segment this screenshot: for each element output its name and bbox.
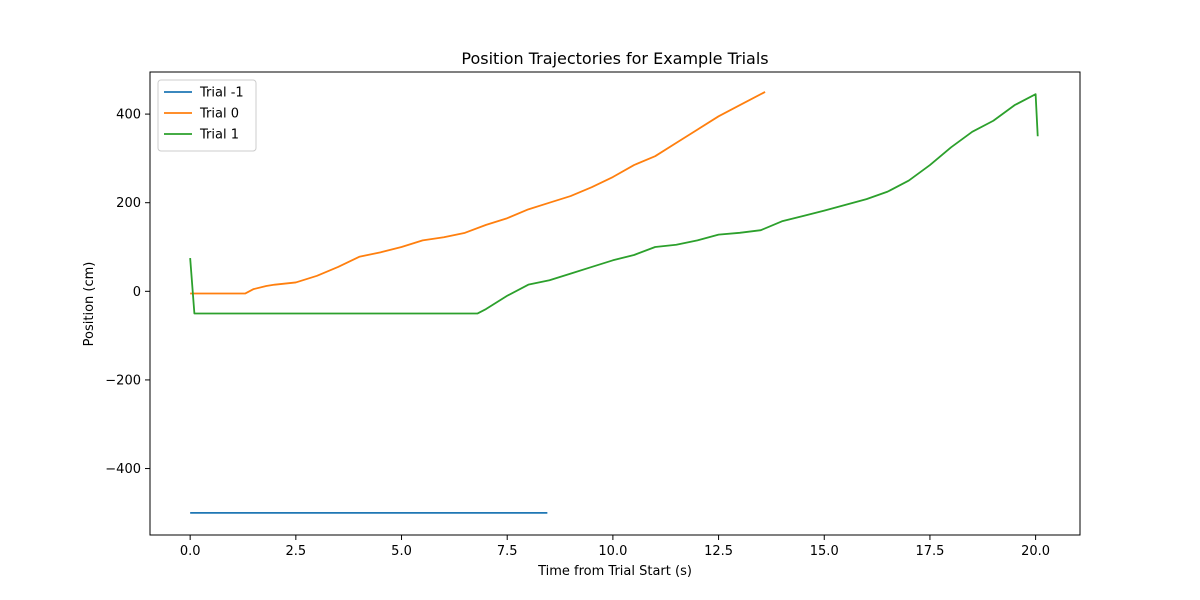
x-tick-label-5: 12.5 — [704, 544, 733, 559]
x-tick-label-1: 2.5 — [285, 544, 306, 559]
x-tick-label-4: 10.0 — [598, 544, 627, 559]
legend: Trial -1 Trial 0 Trial 1 — [157, 79, 257, 152]
y-tick-label-1: −200 — [105, 373, 141, 388]
legend-label-1: Trial 0 — [199, 107, 239, 122]
x-tick-label-6: 15.0 — [810, 544, 839, 559]
legend-label-0: Trial -1 — [199, 86, 244, 101]
series-line-1 — [190, 91, 766, 295]
y-axis-label: Position (cm) — [82, 262, 97, 347]
x-tick-label-0: 0.0 — [180, 544, 201, 559]
y-tick-label-0: −400 — [105, 462, 141, 477]
series-line-2 — [189, 93, 1039, 315]
x-axis: 0.0 2.5 5.0 7.5 10.0 12.5 15.0 17.5 20.0 — [180, 535, 1050, 559]
series-layer — [189, 91, 1039, 514]
x-axis-label: Time from Trial Start (s) — [537, 564, 692, 579]
y-tick-label-4: 400 — [116, 108, 141, 123]
chart-title: Position Trajectories for Example Trials — [461, 49, 768, 68]
x-tick-label-2: 5.0 — [391, 544, 412, 559]
y-tick-label-3: 200 — [116, 196, 141, 211]
axes-frame — [149, 71, 1081, 536]
plot-area — [149, 71, 1081, 536]
y-tick-label-2: 0 — [133, 285, 141, 300]
x-tick-label-8: 20.0 — [1021, 544, 1050, 559]
y-axis: −400 −200 0 200 400 — [105, 108, 150, 477]
x-tick-label-3: 7.5 — [497, 544, 518, 559]
legend-label-2: Trial 1 — [199, 128, 239, 143]
x-tick-label-7: 17.5 — [915, 544, 944, 559]
